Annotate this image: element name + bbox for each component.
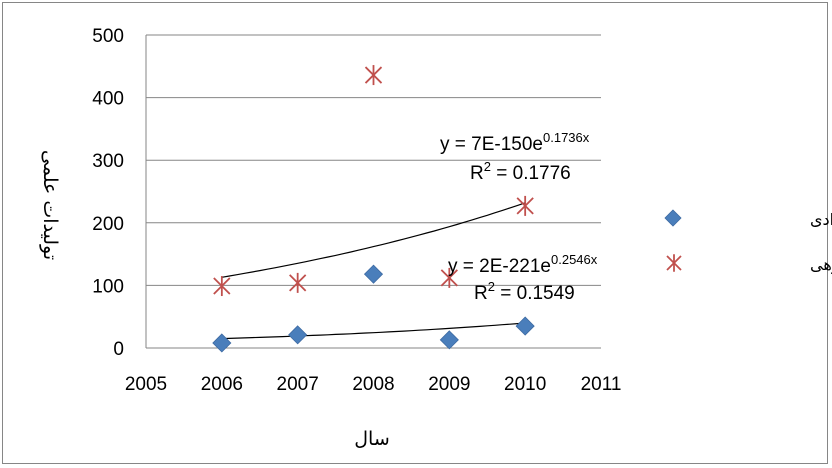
y-tick-label: 400 [92, 89, 124, 110]
y-tick-label: 100 [92, 276, 124, 297]
point-individual-2009 [439, 330, 459, 350]
x-tick-label: 2010 [504, 374, 546, 395]
legend-marker-individual [664, 209, 682, 227]
x-tick-label: 2011 [581, 374, 622, 395]
y-tick-labels: 0 100 200 300 400 500 [92, 26, 124, 360]
point-group-2008 [364, 65, 383, 86]
legend: تولیدات انفرادی تولیدات گروهی [664, 209, 832, 275]
legend-label-group: تولیدات گروهی [810, 255, 832, 275]
trendline-r2-group: R2 = 0.1776 [470, 159, 571, 184]
trendlines [221, 202, 526, 340]
legend-marker-group [666, 254, 682, 272]
y-tick-label: 200 [92, 214, 124, 235]
point-group-2007 [289, 272, 307, 293]
legend-label-individual: تولیدات انفرادی [810, 210, 832, 230]
legend-asterisk-icon [666, 254, 682, 272]
y-tick-label: 300 [92, 151, 124, 172]
x-tick-label: 2006 [201, 374, 243, 395]
x-tick-labels: 2005 2006 2007 2008 2009 2010 2011 [125, 374, 622, 395]
trendline-individual [221, 322, 526, 340]
trendline-r2-individual: R2 = 0.1549 [474, 279, 575, 304]
point-group-2009 [440, 267, 458, 288]
y-tick-label: 0 [113, 339, 124, 360]
data-points [212, 65, 535, 353]
x-tick-label: 2009 [428, 374, 470, 395]
y-tick-label: 500 [92, 26, 124, 47]
point-individual-2007 [288, 325, 308, 345]
trendline-group [221, 202, 526, 278]
x-tick-label: 2007 [277, 374, 319, 395]
x-tick-label: 2008 [352, 374, 394, 395]
point-group-2010 [516, 195, 534, 216]
trendline-equation-individual: y = 2E-221e0.2546x [448, 252, 598, 277]
legend-diamond-icon [664, 209, 682, 227]
point-individual-2010 [515, 316, 535, 336]
point-individual-2008 [363, 264, 384, 284]
x-axis-title: سال [354, 428, 390, 450]
y-axis-title: تولیدات علمی [39, 150, 61, 260]
trendline-equation-group: y = 7E-150e0.1736x [440, 130, 590, 155]
point-group-2006 [213, 276, 231, 297]
point-individual-2006 [212, 333, 232, 353]
x-tick-label: 2005 [125, 374, 167, 395]
